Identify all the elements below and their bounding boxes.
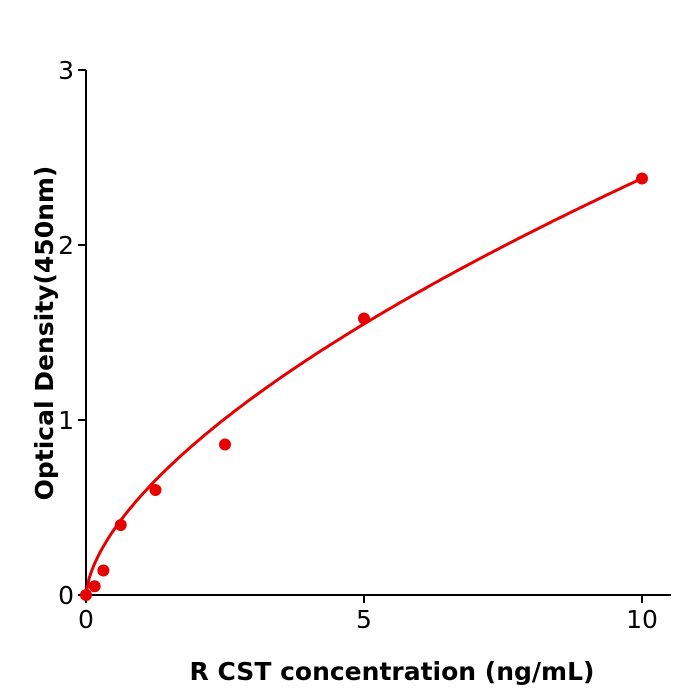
- data-point: [88, 580, 101, 593]
- data-point: [636, 172, 648, 185]
- y-tick-label: 2: [58, 231, 74, 260]
- data-point: [114, 519, 127, 531]
- data-point: [149, 484, 162, 496]
- x-tick-label: 5: [356, 605, 372, 634]
- axes: 0 5 10 0 1 2 3: [58, 56, 671, 634]
- data-point: [358, 312, 370, 325]
- y-tick-label: 1: [58, 406, 74, 435]
- fit-curve: [84, 177, 643, 596]
- data-point: [97, 564, 110, 577]
- y-tick-label: 0: [58, 581, 74, 610]
- marks: [80, 172, 648, 601]
- x-axis-label: R CST concentration (ng/mL): [190, 657, 595, 686]
- data-point: [219, 438, 231, 451]
- x-tick-label: 0: [78, 605, 94, 634]
- y-tick-label: 3: [58, 56, 74, 85]
- data-point: [80, 589, 92, 601]
- x-tick-label: 10: [626, 605, 658, 634]
- y-axis-label: Optical Density(450nm): [30, 166, 59, 501]
